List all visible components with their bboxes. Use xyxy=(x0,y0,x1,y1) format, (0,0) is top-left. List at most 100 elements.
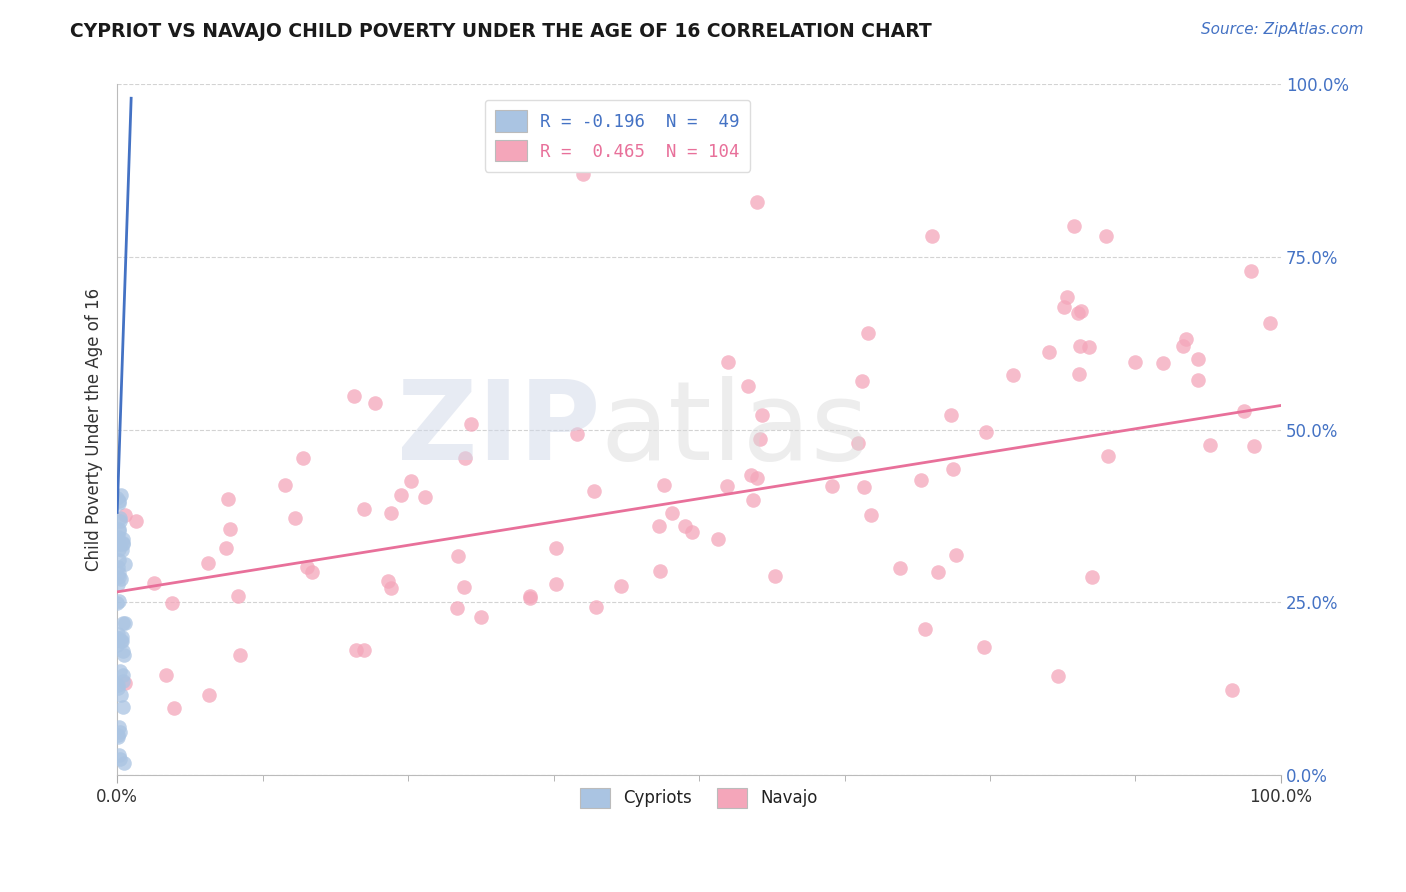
Point xyxy=(112,756,135,770)
Point xyxy=(585,599,607,614)
Point xyxy=(198,689,221,703)
Point xyxy=(111,535,134,549)
Point xyxy=(914,622,936,636)
Point xyxy=(301,566,323,580)
Point xyxy=(108,725,131,739)
Point xyxy=(1199,438,1222,452)
Point xyxy=(707,532,730,546)
Point xyxy=(889,561,911,575)
Point xyxy=(197,557,219,571)
Point xyxy=(567,427,589,442)
Text: CYPRIOT VS NAVAJO CHILD POVERTY UNDER THE AGE OF 16 CORRELATION CHART: CYPRIOT VS NAVAJO CHILD POVERTY UNDER TH… xyxy=(70,22,932,41)
Point xyxy=(112,532,135,546)
Point xyxy=(470,610,492,624)
Point xyxy=(114,508,136,523)
Point xyxy=(519,591,541,605)
Point xyxy=(108,552,131,566)
Point xyxy=(1067,306,1090,320)
Point xyxy=(163,700,186,714)
Point xyxy=(974,425,997,439)
Point xyxy=(219,523,242,537)
Point xyxy=(673,519,696,533)
Text: ZIP: ZIP xyxy=(396,376,600,483)
Point xyxy=(108,495,131,509)
Point xyxy=(105,491,128,505)
Point xyxy=(973,640,995,654)
Point xyxy=(110,688,132,702)
Point xyxy=(399,474,422,488)
Point xyxy=(1174,333,1197,347)
Point xyxy=(1053,300,1076,314)
Point xyxy=(380,506,402,520)
Point xyxy=(1081,570,1104,584)
Point xyxy=(215,541,238,555)
Point xyxy=(107,681,129,695)
Point xyxy=(927,565,949,579)
Point xyxy=(114,616,136,631)
Point xyxy=(1123,355,1146,369)
Point xyxy=(945,548,967,562)
Point xyxy=(1070,304,1092,318)
Point xyxy=(454,451,477,466)
Point xyxy=(1233,404,1256,418)
Point xyxy=(1097,450,1119,464)
Point xyxy=(740,468,762,483)
Point xyxy=(413,490,436,504)
Point xyxy=(226,589,249,603)
Point xyxy=(921,229,943,244)
Point xyxy=(108,665,131,679)
Point xyxy=(747,194,769,209)
Point xyxy=(142,576,165,591)
Point xyxy=(295,560,318,574)
Point xyxy=(1056,290,1078,304)
Text: Source: ZipAtlas.com: Source: ZipAtlas.com xyxy=(1201,22,1364,37)
Point xyxy=(111,673,134,688)
Point xyxy=(107,537,129,551)
Point xyxy=(155,668,177,682)
Point xyxy=(939,408,962,422)
Point xyxy=(107,576,129,591)
Point xyxy=(1069,367,1091,381)
Point xyxy=(107,720,129,734)
Point xyxy=(1152,356,1174,370)
Point xyxy=(1258,316,1281,330)
Point xyxy=(108,522,131,536)
Point xyxy=(610,579,633,593)
Point xyxy=(107,627,129,641)
Point xyxy=(107,570,129,584)
Point xyxy=(108,510,131,524)
Point xyxy=(107,559,129,574)
Point xyxy=(1069,339,1091,353)
Point xyxy=(114,675,136,690)
Point xyxy=(745,470,768,484)
Point xyxy=(344,643,367,657)
Point xyxy=(107,728,129,742)
Point xyxy=(107,530,129,544)
Point xyxy=(652,478,675,492)
Point xyxy=(860,508,883,522)
Point xyxy=(107,678,129,692)
Point xyxy=(111,668,134,682)
Point xyxy=(846,436,869,450)
Point xyxy=(661,506,683,520)
Point xyxy=(648,564,671,578)
Point xyxy=(111,633,134,648)
Point xyxy=(107,594,129,608)
Point xyxy=(446,601,468,615)
Point xyxy=(112,644,135,658)
Point xyxy=(1187,373,1209,387)
Point xyxy=(1187,351,1209,366)
Point xyxy=(107,730,129,744)
Point xyxy=(110,634,132,648)
Point xyxy=(105,596,128,610)
Point xyxy=(108,514,131,528)
Point xyxy=(105,678,128,692)
Point xyxy=(108,747,131,762)
Point xyxy=(377,574,399,589)
Point xyxy=(1077,340,1099,354)
Y-axis label: Child Poverty Under the Age of 16: Child Poverty Under the Age of 16 xyxy=(86,288,103,571)
Point xyxy=(460,417,482,431)
Point xyxy=(1095,229,1118,244)
Point xyxy=(112,648,135,662)
Point xyxy=(112,537,135,551)
